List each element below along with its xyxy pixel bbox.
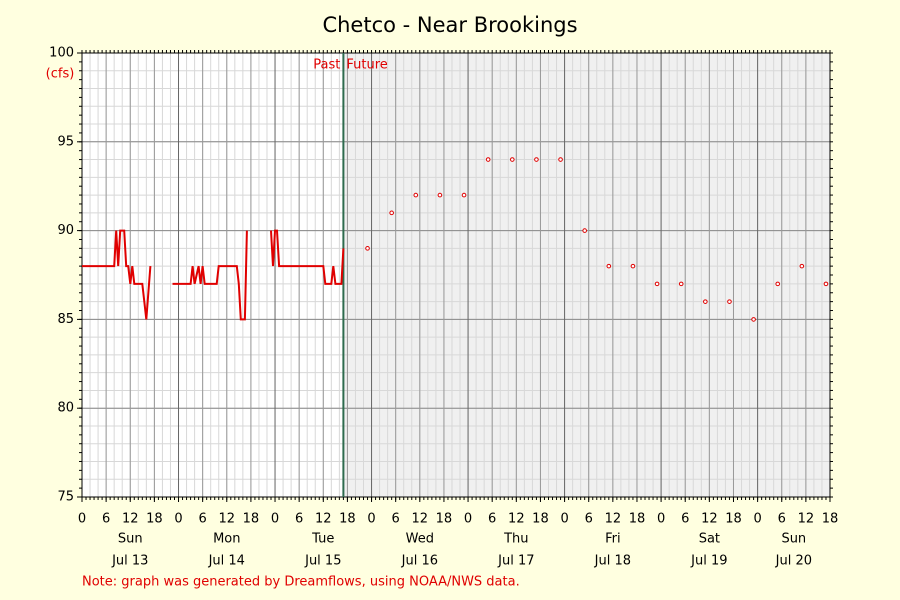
day-name: Thu [503,532,528,547]
x-tick-label: 12 [122,512,139,527]
day-name: Fri [605,532,621,547]
day-name: Mon [213,532,240,547]
day-date: Jul 15 [304,554,341,569]
forecast-point [630,263,636,269]
x-tick-label: 0 [78,512,86,527]
forecast-point [727,299,732,304]
forecast-point [365,246,370,251]
plot-frame [81,52,831,498]
forecast-point [799,263,805,269]
x-tick-label: 6 [778,512,786,527]
x-tick-label: 6 [392,512,400,527]
x-tick-label: 0 [753,512,761,527]
day-date: Jul 14 [208,554,245,569]
day-date: Jul 16 [401,554,438,569]
x-tick-label: 6 [681,512,689,527]
forecast-point [582,228,587,233]
flow-line [82,229,345,321]
x-tick-label: 18 [243,512,260,527]
x-tick-label: 18 [822,512,839,527]
x-tick-label: 12 [412,512,429,527]
forecast-point [678,281,684,287]
x-tick-label: 6 [102,512,110,527]
x-tick-label: 18 [339,512,356,527]
day-date: Jul 20 [775,554,812,569]
x-tick-label: 18 [532,512,549,527]
y-tick-label: 90 [57,223,74,238]
y-tick-label: 95 [57,134,74,149]
y-tick-label: 100 [49,46,74,61]
x-tick-label: 0 [464,512,472,527]
x-tick-label: 0 [560,512,568,527]
x-tick-label: 0 [271,512,279,527]
x-tick-label: 0 [174,512,182,527]
y-tick-label: 85 [57,312,74,327]
forecast-point [413,192,419,198]
y-unit: (cfs) [46,67,75,82]
note: Note: graph was generated by Dreamflows,… [82,575,520,590]
x-tick-label: 0 [367,512,375,527]
forecast-point [703,299,708,304]
day-date: Jul 18 [594,554,631,569]
day-date: Jul 19 [690,554,727,569]
forecast-point [534,157,539,162]
day-name: Sat [699,532,720,547]
past-label: Past [313,58,340,73]
chart-title: Chetco - Near Brookings [322,13,577,37]
forecast-point [654,281,660,287]
forecast-point [461,192,467,198]
x-tick-label: 12 [605,512,622,527]
x-tick-label: 6 [585,512,593,527]
x-tick-label: 12 [315,512,332,527]
forecast-point [389,210,394,216]
day-name: Sun [781,532,806,547]
x-tick-label: 6 [199,512,207,527]
forecast-point [606,263,612,269]
day-name: Wed [406,532,434,547]
day-name: Sun [118,532,143,547]
forecast-point [437,192,443,198]
x-tick-label: 18 [629,512,646,527]
forecast-point [775,281,781,287]
y-tick-label: 75 [57,490,74,505]
past-area [82,53,344,497]
x-tick-label: 12 [798,512,815,527]
x-tick-label: 6 [295,512,303,527]
forecast-point [823,281,829,287]
day-name: Tue [311,532,334,547]
x-tick-label: 6 [488,512,496,527]
x-tick-label: 12 [508,512,525,527]
forecast-point [485,157,491,162]
future-area [343,53,830,497]
day-date: Jul 17 [497,554,534,569]
x-tick-label: 12 [701,512,718,527]
forecast-point [751,317,756,322]
x-tick-label: 0 [657,512,665,527]
x-tick-label: 18 [146,512,163,527]
forecast-point [558,157,563,162]
x-tick-label: 18 [436,512,453,527]
x-tick-label: 12 [219,512,236,527]
forecast-point [510,157,515,162]
y-tick-label: 80 [57,401,74,416]
future-label: Future [346,58,387,73]
x-tick-label: 18 [725,512,742,527]
day-date: Jul 13 [111,554,148,569]
